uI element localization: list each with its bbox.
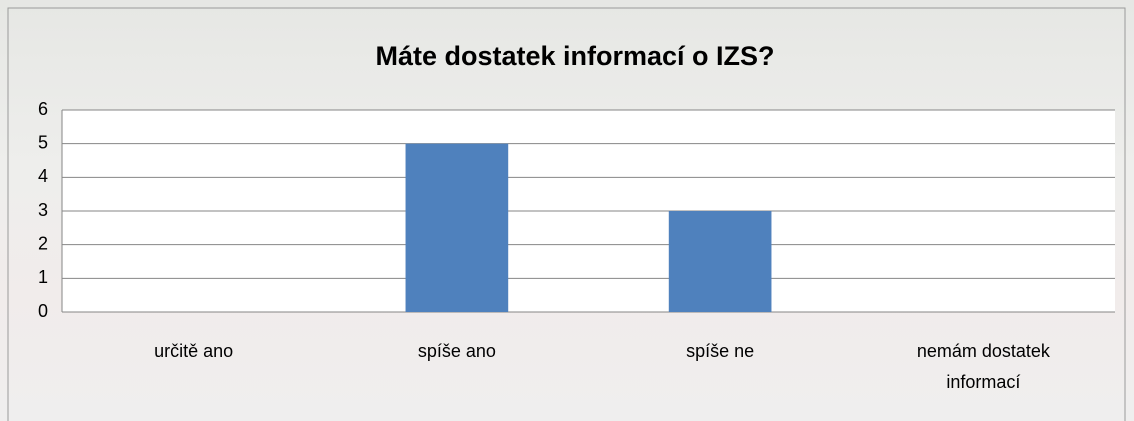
y-tick-label: 2: [38, 233, 48, 253]
x-tick-label-box: určitě ano: [84, 336, 304, 406]
chart: Máte dostatek informací o IZS? 0 1 2 3 4 5 6 ur…: [0, 0, 1134, 421]
x-tick-label-box: nemám dostatek informací: [873, 336, 1093, 406]
x-tick-label: určitě ano: [109, 336, 279, 367]
bar: [406, 144, 509, 312]
chart-title: Máte dostatek informací o IZS?: [375, 41, 774, 71]
bar: [669, 211, 772, 312]
x-tick-label: nemám dostatek informací: [898, 336, 1068, 398]
page: Máte dostatek informací o IZS? 0 1 2 3 4 5 6 ur…: [0, 0, 1134, 421]
x-tick-label-box: spíše ne: [610, 336, 830, 406]
y-tick-label: 0: [38, 301, 48, 321]
y-tick-label: 5: [38, 132, 48, 152]
y-tick-label: 6: [38, 99, 48, 119]
y-tick-label: 1: [38, 267, 48, 287]
y-tick-label: 4: [38, 166, 48, 186]
x-tick-label: spíše ano: [372, 336, 542, 367]
x-tick-label-box: spíše ano: [347, 336, 567, 406]
y-tick-label: 3: [38, 200, 48, 220]
x-tick-label: spíše ne: [635, 336, 805, 367]
